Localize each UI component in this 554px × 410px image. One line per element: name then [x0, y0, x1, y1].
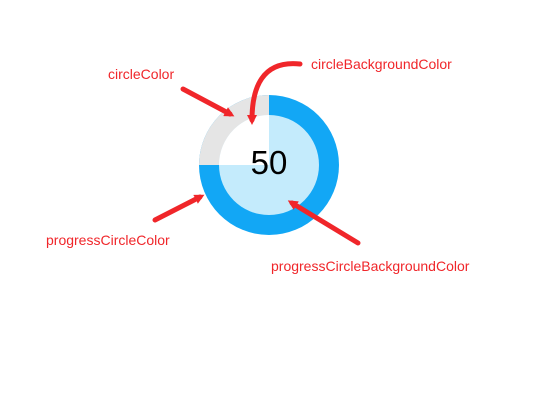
label-circle-color: circleColor: [108, 66, 174, 82]
label-circle-background-color: circleBackgroundColor: [311, 56, 452, 72]
arrow-progress-circle-color: [155, 197, 200, 220]
label-progress-circle-background-color: progressCircleBackgroundColor: [271, 258, 469, 274]
progress-value-text: 50: [219, 143, 319, 183]
arrow-circle-color: [183, 89, 230, 114]
label-progress-circle-color: progressCircleColor: [46, 232, 170, 248]
